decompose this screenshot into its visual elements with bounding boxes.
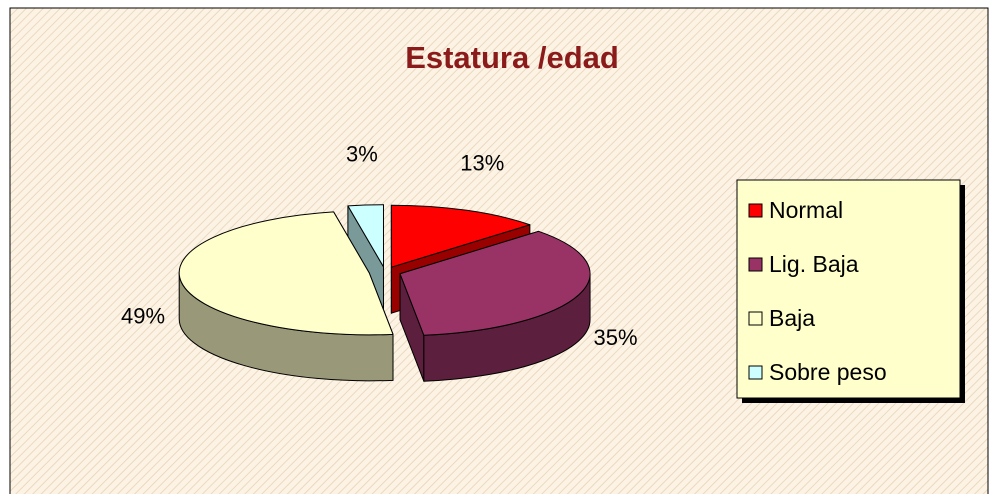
slice bbox=[399, 230, 591, 336]
chart-title: Estatura /edad bbox=[405, 40, 619, 75]
legend-label: Normal bbox=[769, 197, 843, 223]
legend-label: Sobre peso bbox=[769, 359, 887, 385]
legend-swatch bbox=[748, 365, 763, 380]
data-label: 13% bbox=[460, 150, 504, 175]
legend-swatch bbox=[748, 203, 763, 218]
legend-swatch bbox=[748, 311, 763, 326]
pie bbox=[178, 204, 591, 382]
data-label: 3% bbox=[346, 141, 378, 166]
legend-label: Lig. Baja bbox=[769, 251, 859, 277]
data-label: 35% bbox=[593, 325, 637, 350]
legend-swatch bbox=[748, 257, 763, 272]
legend-label: Baja bbox=[769, 305, 815, 331]
legend-entries: Normal Lig. Baja Baja Sobre peso bbox=[748, 197, 887, 385]
slice bbox=[178, 211, 394, 336]
slice bbox=[390, 204, 531, 268]
legend bbox=[736, 179, 961, 399]
data-label: 49% bbox=[121, 304, 165, 329]
slice bbox=[347, 204, 384, 268]
